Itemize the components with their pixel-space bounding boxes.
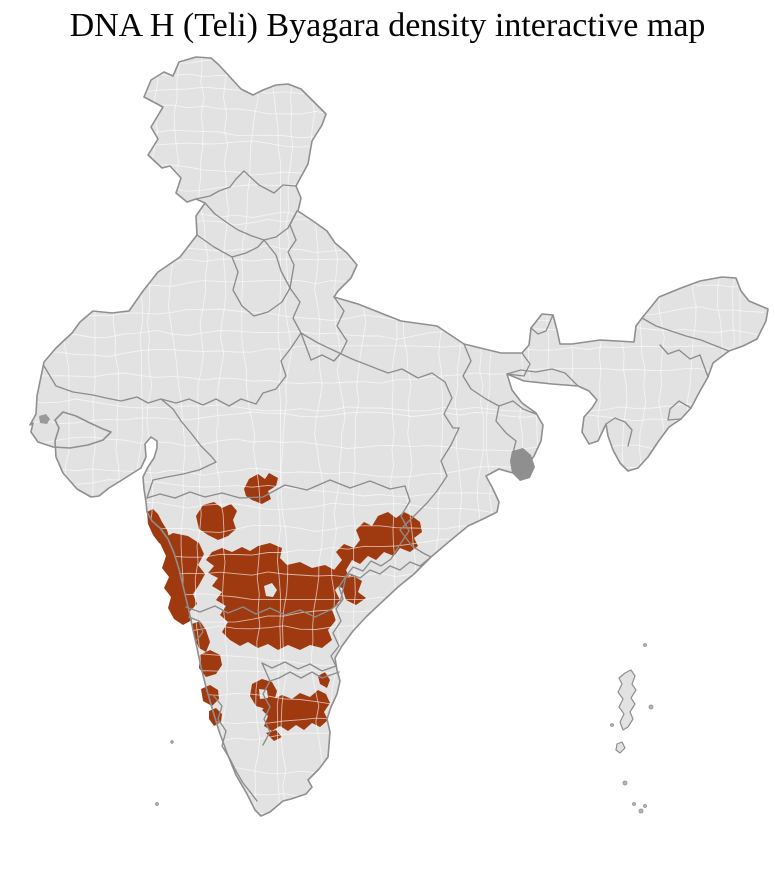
state-border-line: [204, 202, 298, 241]
island-dot: [170, 740, 174, 744]
state-border-line: [300, 332, 446, 383]
state-border-line: [221, 479, 406, 499]
coastal-islet: [39, 414, 50, 424]
state-border-line: [470, 388, 537, 415]
state-border-line: [667, 400, 692, 421]
island-dot: [610, 723, 614, 727]
island-dot: [648, 704, 654, 710]
state-border-line: [287, 210, 298, 289]
highlighted-district[interactable]: [244, 473, 278, 504]
state-border-line: [641, 317, 730, 352]
state-border-line: [345, 556, 432, 579]
highlighted-district[interactable]: [199, 650, 222, 677]
india-outline: [29, 56, 769, 817]
island-dot: [632, 802, 636, 806]
island-dot: [643, 804, 647, 808]
state-border-line: [185, 575, 347, 618]
state-border-line: [146, 461, 217, 499]
state-border-line: [462, 343, 472, 390]
island: [617, 669, 637, 731]
highlighted-district[interactable]: [147, 509, 170, 547]
state-border-line: [43, 287, 302, 407]
highlighted-district[interactable]: [201, 685, 219, 706]
state-border-line: [605, 417, 633, 447]
island-dot: [643, 643, 647, 647]
island-dot: [622, 780, 628, 786]
state-border-line: [261, 661, 337, 672]
state-border-line: [506, 352, 531, 377]
state-border-line: [330, 575, 347, 667]
highlighted-district[interactable]: [340, 575, 366, 605]
island-dot: [155, 802, 159, 806]
state-border-line: [399, 427, 460, 558]
state-border-line: [300, 296, 348, 362]
highlighted-district[interactable]: [206, 543, 342, 650]
india-landmass: [30, 57, 768, 816]
district-gap: [264, 583, 277, 597]
highlighted-district[interactable]: [262, 690, 330, 731]
state-border-line: [196, 234, 265, 258]
state-border-line: [530, 314, 554, 335]
state-border-line: [443, 381, 460, 429]
state-border-line: [160, 398, 217, 463]
highlighted-district[interactable]: [312, 512, 422, 600]
state-border-line: [345, 485, 411, 577]
map-title: DNA H (Teli) Byagara density interactive…: [69, 7, 706, 44]
state-borders-layer: [43, 170, 730, 802]
state-border-line: [188, 616, 204, 642]
island-dot: [638, 808, 644, 814]
state-border-line: [146, 491, 223, 499]
state-border-line: [506, 368, 579, 387]
state-border-line: [231, 239, 291, 317]
delta-patch: [510, 448, 535, 481]
highlighted-district[interactable]: [196, 502, 237, 540]
state-border-line: [195, 170, 297, 200]
state-border-line: [659, 344, 709, 378]
state-border-line: [269, 671, 340, 682]
island: [615, 741, 626, 754]
islands-layer: [155, 643, 654, 814]
